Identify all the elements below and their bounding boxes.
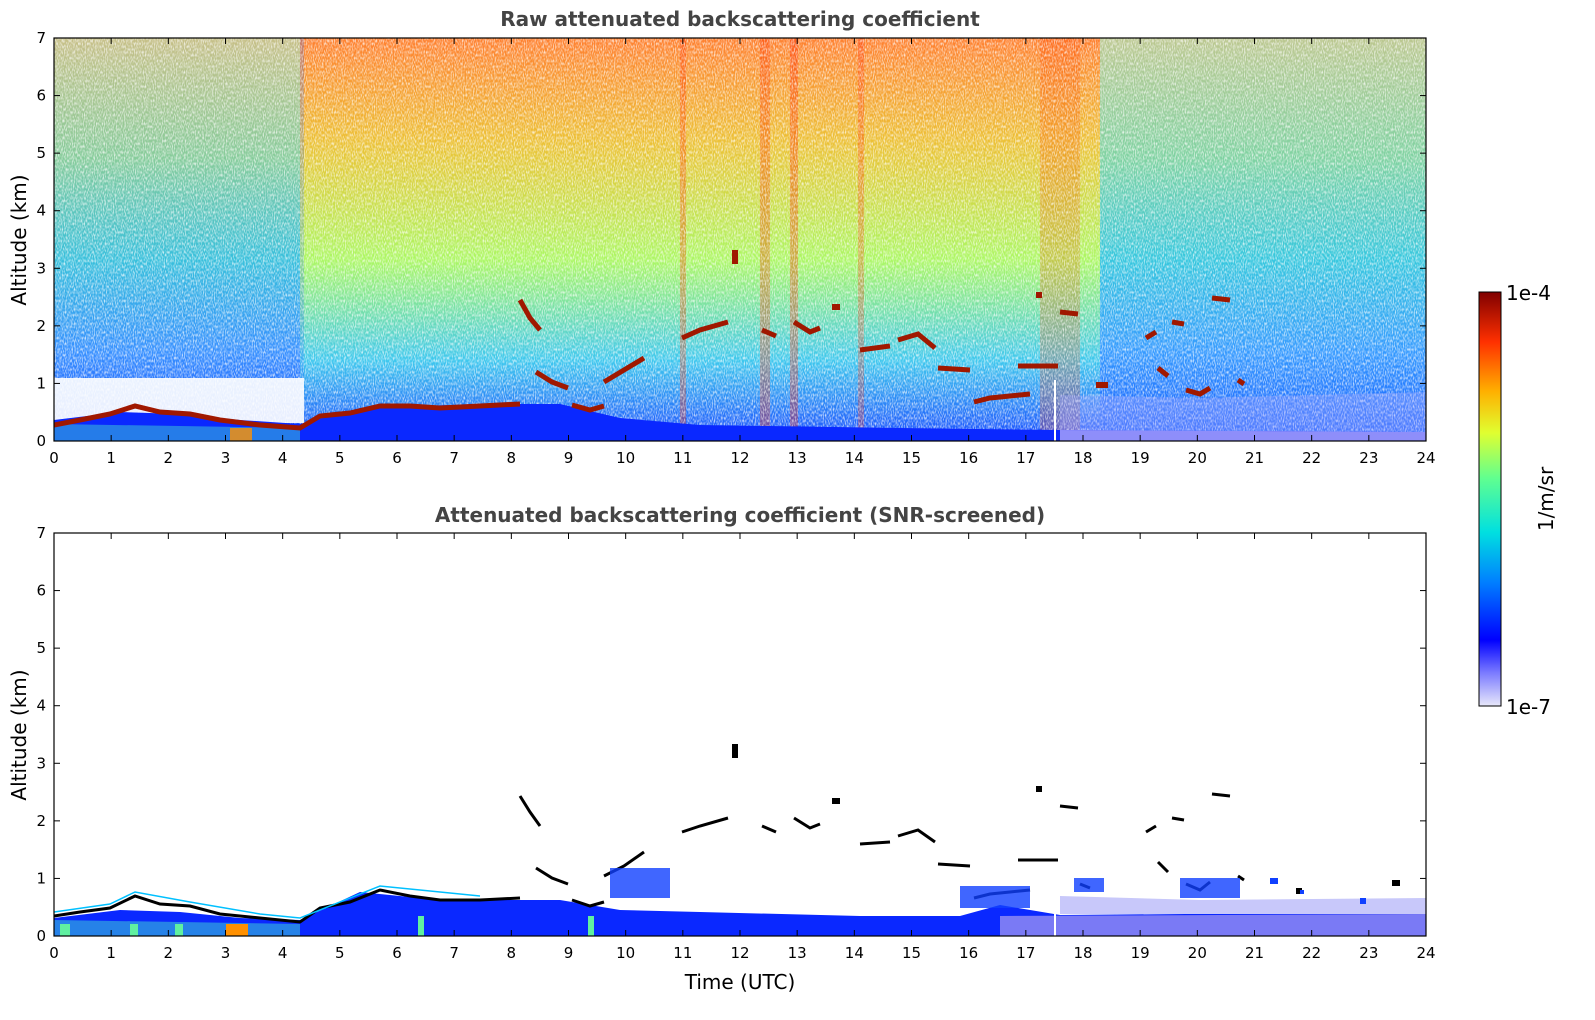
y-tick-label: 3 (36, 259, 46, 277)
x-tick-label: 0 (49, 944, 59, 962)
x-tick-label: 20 (1188, 449, 1207, 467)
colorbar-min-label: 1e-7 (1506, 695, 1551, 719)
x-tick-label: 22 (1302, 449, 1321, 467)
y-tick-label: 0 (36, 432, 46, 450)
y-tick-label: 0 (36, 927, 46, 945)
x-tick-label: 3 (221, 449, 231, 467)
y-tick-label: 2 (36, 812, 46, 830)
y-tick-label: 4 (36, 697, 46, 715)
x-tick-label: 7 (449, 944, 459, 962)
y-tick-label: 1 (36, 869, 46, 887)
panel-title-screened: Attenuated backscattering coefficient (S… (435, 503, 1045, 527)
x-tick-label: 23 (1359, 944, 1378, 962)
x-tick-label: 12 (730, 449, 749, 467)
x-tick-label: 24 (1416, 449, 1435, 467)
y-tick-label: 1 (36, 374, 46, 392)
x-tick-label: 11 (673, 944, 692, 962)
x-tick-label: 19 (1131, 944, 1150, 962)
y-tick-label: 4 (36, 202, 46, 220)
x-tick-label: 13 (788, 449, 807, 467)
x-tick-label: 17 (1016, 944, 1035, 962)
x-tick-label: 6 (392, 944, 402, 962)
heatmap-screened-image (54, 533, 1426, 936)
y-axis-label-raw: Altitude (km) (7, 174, 31, 305)
x-tick-label: 10 (616, 449, 635, 467)
x-tick-label: 7 (449, 449, 459, 467)
colorbar-gradient (1478, 291, 1502, 707)
colorbar-max-label: 1e-4 (1506, 281, 1551, 305)
x-tick-label: 19 (1131, 449, 1150, 467)
tick-group-screened: 0 1 2 3 4 5 6 7 8 9 10 11 12 13 14 15 16 17 18 19 20 21 22 23 24… (36, 524, 1435, 962)
x-tick-label: 21 (1245, 944, 1264, 962)
tick-group-raw: 0 1 2 3 4 5 6 7 8 9 10 11 12 13 14 15 16 17 18 19 20 21 22 23 24… (36, 29, 1435, 467)
y-tick-label: 6 (36, 582, 46, 600)
x-tick-label: 2 (164, 944, 174, 962)
x-tick-label: 15 (902, 449, 921, 467)
x-tick-label: 22 (1302, 944, 1321, 962)
panel-title-raw: Raw attenuated backscattering coefficien… (500, 7, 980, 31)
x-tick-label: 10 (616, 944, 635, 962)
x-tick-label: 17 (1016, 449, 1035, 467)
x-tick-label: 18 (1073, 449, 1092, 467)
x-tick-label: 18 (1073, 944, 1092, 962)
x-tick-label: 4 (278, 449, 288, 467)
y-tick-label: 2 (36, 317, 46, 335)
x-tick-label: 8 (507, 449, 517, 467)
x-tick-label: 1 (106, 449, 116, 467)
x-tick-label: 11 (673, 449, 692, 467)
x-tick-label: 16 (959, 944, 978, 962)
y-tick-label: 3 (36, 754, 46, 772)
x-tick-label: 4 (278, 944, 288, 962)
x-tick-label: 1 (106, 944, 116, 962)
x-tick-label: 23 (1359, 449, 1378, 467)
x-tick-label: 9 (564, 944, 574, 962)
x-tick-label: 9 (564, 449, 574, 467)
x-tick-label: 14 (845, 449, 864, 467)
x-tick-label: 3 (221, 944, 231, 962)
x-tick-label: 16 (959, 449, 978, 467)
x-tick-label: 24 (1416, 944, 1435, 962)
heatmap-raw-image (54, 38, 1426, 441)
x-tick-label: 5 (335, 944, 345, 962)
x-tick-label: 0 (49, 449, 59, 467)
x-axis-label-screened: Time (UTC) (684, 970, 796, 994)
x-tick-label: 6 (392, 449, 402, 467)
y-tick-label: 7 (36, 524, 46, 542)
panel-screened: Attenuated backscattering coefficient (S… (7, 503, 1436, 994)
x-tick-label: 20 (1188, 944, 1207, 962)
y-tick-label: 5 (36, 144, 46, 162)
x-tick-label: 5 (335, 449, 345, 467)
colorbar: 1e-4 1e-7 1/m/sr (1478, 281, 1558, 719)
x-tick-label: 8 (507, 944, 517, 962)
x-tick-label: 15 (902, 944, 921, 962)
x-tick-label: 13 (788, 944, 807, 962)
y-axis-label-screened: Altitude (km) (7, 669, 31, 800)
y-tick-label: 7 (36, 29, 46, 47)
x-tick-label: 2 (164, 449, 174, 467)
x-tick-label: 12 (730, 944, 749, 962)
colorbar-unit-label: 1/m/sr (1534, 466, 1558, 531)
y-tick-label: 5 (36, 639, 46, 657)
panel-raw: Raw attenuated backscattering coefficien… (7, 7, 1436, 467)
x-tick-label: 14 (845, 944, 864, 962)
y-tick-label: 6 (36, 87, 46, 105)
x-tick-label: 21 (1245, 449, 1264, 467)
